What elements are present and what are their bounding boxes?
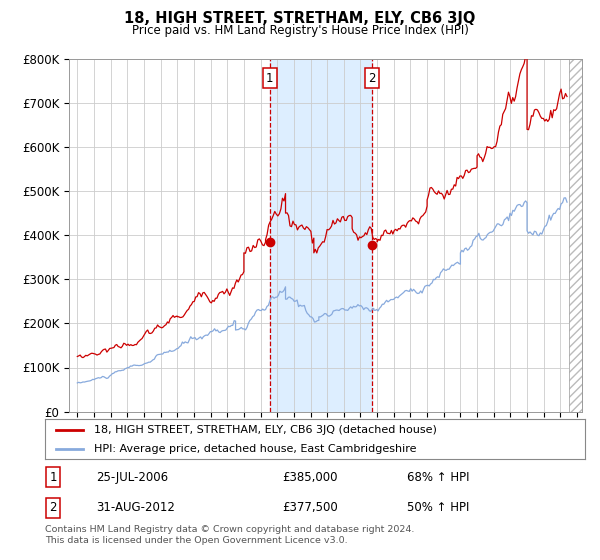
Text: 68% ↑ HPI: 68% ↑ HPI <box>407 470 469 484</box>
Text: 18, HIGH STREET, STRETHAM, ELY, CB6 3JQ (detached house): 18, HIGH STREET, STRETHAM, ELY, CB6 3JQ … <box>94 425 436 435</box>
Text: 1: 1 <box>266 72 274 85</box>
Text: Contains HM Land Registry data © Crown copyright and database right 2024.
This d: Contains HM Land Registry data © Crown c… <box>45 525 415 545</box>
Text: 18, HIGH STREET, STRETHAM, ELY, CB6 3JQ: 18, HIGH STREET, STRETHAM, ELY, CB6 3JQ <box>124 11 476 26</box>
Text: 2: 2 <box>49 501 57 515</box>
Text: £385,000: £385,000 <box>283 470 338 484</box>
Text: Price paid vs. HM Land Registry's House Price Index (HPI): Price paid vs. HM Land Registry's House … <box>131 24 469 37</box>
Text: 25-JUL-2006: 25-JUL-2006 <box>96 470 169 484</box>
Text: 31-AUG-2012: 31-AUG-2012 <box>96 501 175 515</box>
Text: £377,500: £377,500 <box>283 501 338 515</box>
Bar <box>569 59 582 412</box>
Text: 1: 1 <box>49 470 57 484</box>
Text: 50% ↑ HPI: 50% ↑ HPI <box>407 501 469 515</box>
Text: 2: 2 <box>368 72 376 85</box>
Text: HPI: Average price, detached house, East Cambridgeshire: HPI: Average price, detached house, East… <box>94 444 416 454</box>
Bar <box>270 59 371 412</box>
